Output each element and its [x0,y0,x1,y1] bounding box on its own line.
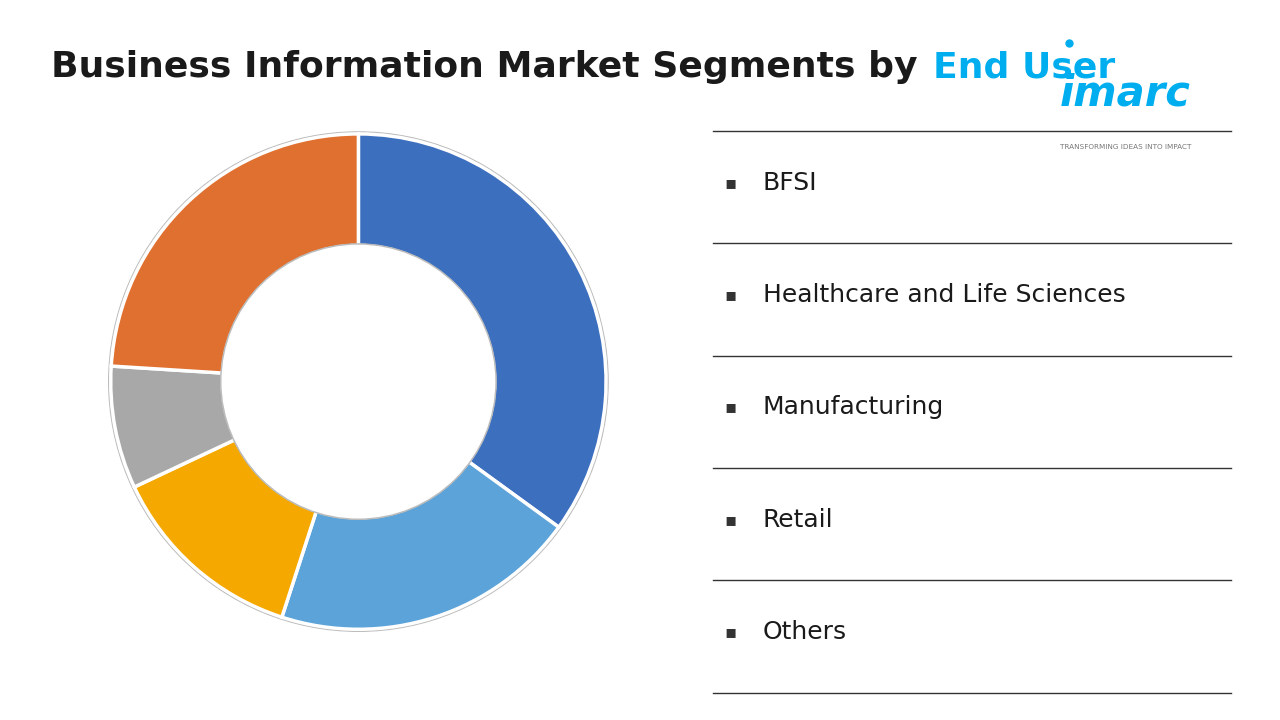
Text: TRANSFORMING IDEAS INTO IMPACT: TRANSFORMING IDEAS INTO IMPACT [1060,144,1192,150]
Text: ▪: ▪ [724,174,736,192]
Text: Manufacturing: Manufacturing [763,395,945,420]
Wedge shape [358,134,605,527]
Text: ▪: ▪ [724,398,736,416]
Text: BFSI: BFSI [763,171,818,195]
Text: Healthcare and Life Sciences: Healthcare and Life Sciences [763,283,1125,307]
Circle shape [111,134,607,629]
Text: ▪: ▪ [724,286,736,304]
Wedge shape [111,366,236,487]
Circle shape [220,244,497,519]
Text: ▪: ▪ [724,510,736,528]
Text: imarc: imarc [1060,73,1190,114]
Text: Others: Others [763,620,847,644]
Circle shape [109,132,608,631]
Wedge shape [282,462,559,629]
Wedge shape [134,440,316,617]
Text: ▪: ▪ [724,623,736,641]
Text: Business Information Market Segments by: Business Information Market Segments by [51,50,931,84]
Wedge shape [111,134,358,373]
Text: End User: End User [933,50,1115,84]
Text: Retail: Retail [763,508,833,532]
Circle shape [223,246,494,518]
